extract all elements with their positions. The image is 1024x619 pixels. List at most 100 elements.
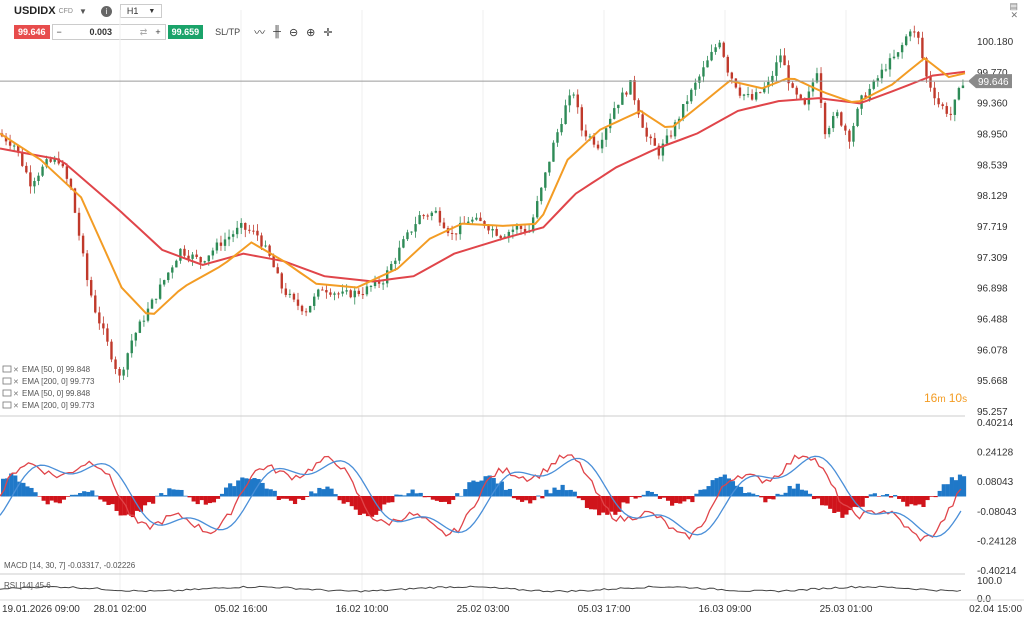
macd-bar [807, 493, 813, 497]
candle-body [791, 83, 794, 88]
candle-body [637, 100, 640, 115]
macd-bar [45, 496, 50, 505]
macd-bar [917, 496, 922, 505]
macd-bar [645, 490, 650, 497]
buy-price-button[interactable]: 99.659 [167, 25, 204, 39]
zoom-out-icon[interactable]: ⊖ [288, 26, 299, 39]
candle-body [179, 248, 182, 261]
candle-body [122, 369, 125, 376]
candle-body [625, 92, 628, 95]
macd-bar [333, 494, 338, 497]
amount-input[interactable]: 0.003 [89, 27, 113, 37]
time-tick-label: 16.02 10:00 [336, 604, 389, 615]
candle-body [227, 236, 231, 240]
macd-bar [564, 490, 569, 497]
zoom-in-icon[interactable]: ⊕ [306, 26, 316, 39]
close-icon[interactable]: ✕ [1010, 10, 1018, 20]
macd-bar [353, 496, 358, 510]
candles-icon[interactable]: ╫ [273, 26, 281, 38]
candle-body [377, 280, 381, 284]
candle-body [604, 128, 608, 140]
macd-bar [694, 493, 699, 497]
macd-bar [151, 496, 156, 504]
macd-axis: 0.40214 0.24128 0.08043 -0.08043 -0.24128 -0.… [977, 418, 1017, 577]
minus-icon[interactable]: − [56, 27, 62, 37]
macd-legend: MACD [14, 30, 7] -0.03317, -0.02226 [4, 561, 136, 570]
macd-bar [678, 496, 683, 504]
symbol-dropdown-icon[interactable]: ▼ [78, 6, 87, 16]
macd-bar [69, 494, 75, 497]
candle-body [754, 92, 758, 100]
candle-body [499, 235, 502, 239]
macd-bar [933, 496, 938, 498]
candle-body [150, 299, 154, 309]
candle-body [649, 136, 652, 139]
macd-bar [552, 487, 557, 497]
macd-bar [292, 496, 298, 505]
macd-bar [799, 489, 804, 497]
candle-body [536, 201, 539, 218]
chevron-down-icon: ▼ [148, 7, 156, 15]
macd-bar [888, 496, 894, 498]
macd-bar [548, 493, 553, 497]
candle-body [742, 94, 746, 96]
candle-body [276, 267, 279, 274]
candle-body [487, 225, 490, 231]
candle-body [783, 55, 786, 66]
info-icon[interactable]: i [100, 5, 112, 17]
macd-bar [893, 495, 898, 497]
macd-bar [686, 496, 691, 500]
candle-body [888, 58, 892, 70]
macd-bar [961, 476, 967, 497]
candle-body [183, 248, 186, 256]
candle-body [556, 132, 559, 143]
candle-body [892, 56, 896, 59]
plus-icon[interactable]: + [155, 27, 161, 37]
macd-bar [467, 482, 472, 497]
candle-body [85, 253, 89, 281]
candle-body [134, 332, 138, 341]
legend-close-icon: ✕ [13, 403, 19, 410]
price-tick-label: 95.257 [977, 407, 1008, 418]
amount-stepper[interactable]: − 0.003 ⇄ + [51, 24, 166, 40]
macd-bar [301, 496, 306, 501]
macd-bar [702, 489, 707, 497]
candle-body [223, 239, 227, 246]
candle-body [872, 80, 875, 89]
candle-body [795, 87, 798, 95]
candle-body [617, 104, 620, 109]
candle-body [231, 234, 235, 237]
candle-body [81, 235, 85, 254]
line-chart-icon[interactable]: 〰 [254, 27, 266, 39]
macd-bar [775, 493, 780, 497]
sltp-button[interactable]: SL/TP [215, 27, 241, 37]
candle-body [33, 181, 36, 187]
candle-body [564, 105, 567, 125]
sell-price-button[interactable]: 99.646 [14, 25, 50, 39]
swap-icon[interactable]: ⇄ [139, 26, 148, 37]
macd-bar [175, 489, 180, 497]
macd-bar [94, 495, 99, 497]
macd-bar [495, 483, 500, 497]
save-icon[interactable]: ▤ [1009, 1, 1018, 11]
candle-body [264, 245, 267, 247]
timeframe-value: H1 [126, 6, 139, 16]
macd-bar [305, 496, 310, 497]
candle-body [909, 31, 912, 37]
macd-bar [179, 489, 184, 497]
macd-tick-label: -0.08043 [977, 507, 1017, 518]
candle-body [17, 145, 20, 153]
macd-bar [236, 480, 241, 497]
candle-body [365, 286, 369, 295]
macd-bar [114, 496, 119, 511]
symbol-label[interactable]: USDIDX [14, 5, 56, 17]
macd-bar [544, 489, 549, 497]
macd-bar [511, 496, 517, 499]
time-tick-label: 16.03 09:00 [699, 604, 752, 615]
candle-body [454, 233, 458, 235]
macd-bar [410, 489, 415, 497]
candle-body [390, 263, 393, 271]
crosshair-icon[interactable]: ✛ [323, 26, 333, 39]
macd-bar [9, 473, 14, 497]
